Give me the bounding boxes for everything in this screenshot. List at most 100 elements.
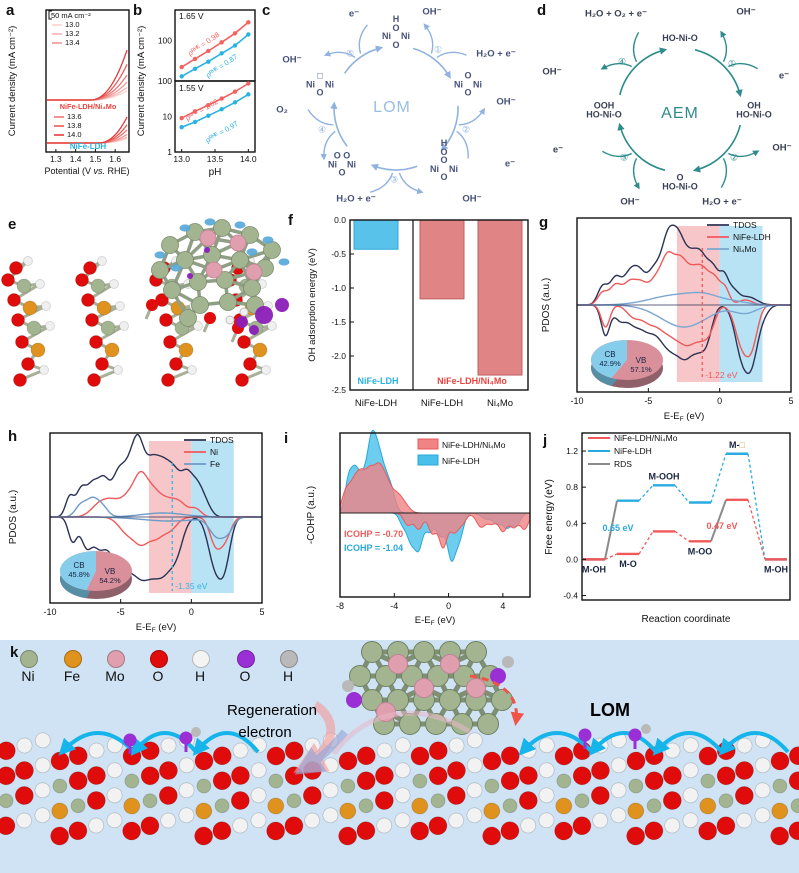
atom-o (500, 746, 520, 766)
connector (710, 453, 727, 503)
cycle-species: O O Ni Ni O (327, 150, 357, 178)
y-tick-label: 100 (158, 76, 172, 86)
atom-h (106, 787, 123, 804)
panel-b-label: b (133, 2, 143, 19)
panel-d-aem-cycle: AEM HO-Ni-O OH HO-Ni-O O HO-Ni-O OOH HO-Ni-… (530, 2, 799, 208)
atom-o (89, 335, 103, 349)
legend-atom-label: H (194, 668, 206, 684)
cycle-io-species: OH⁻ (422, 6, 442, 18)
atom-ni (241, 226, 259, 244)
atom-mo (440, 654, 460, 674)
atom-o (87, 373, 101, 387)
atom-o (500, 821, 520, 841)
aem-label: AEM (661, 105, 699, 122)
data-point (232, 31, 238, 36)
cycle-arc (694, 49, 743, 98)
cohp-area (339, 462, 530, 514)
atom-o (698, 821, 718, 841)
charge-blob-blue (278, 258, 290, 266)
atom-o (356, 821, 376, 841)
atom-o (284, 741, 304, 761)
atom-o (626, 751, 646, 771)
atom-ni (100, 320, 116, 336)
atom-o (50, 751, 70, 771)
atom-o (204, 312, 216, 324)
atom-o (572, 766, 592, 786)
y-axis-label: PDOS (a.u.) (541, 278, 552, 332)
atom-o (0, 741, 16, 761)
atom-o (140, 816, 160, 836)
state-label: M-O (619, 559, 637, 569)
charge-blob-blue (170, 264, 182, 272)
atom-o (554, 821, 574, 841)
atom-h (160, 812, 177, 829)
atom-ni (556, 773, 572, 789)
ldh-slab-block (122, 732, 195, 841)
legend-atom-h-icon (280, 650, 298, 668)
atom-o (788, 746, 799, 766)
atom-o (716, 766, 736, 786)
atom-mo (199, 229, 217, 247)
x-axis-label: E-EF (eV) (136, 622, 177, 634)
cycle-in-arrow (720, 157, 728, 189)
atom-h (592, 812, 609, 829)
legend-atom-h-icon (192, 650, 210, 668)
atom-h (466, 732, 483, 749)
band-center-label: -1.22 eV (705, 370, 737, 380)
fit-line (181, 33, 249, 78)
atom-fe (195, 802, 213, 820)
atom-h (682, 762, 699, 779)
legend-label: NiFe-LDH (614, 446, 652, 456)
y-tick-label: -0.5 (331, 249, 346, 259)
axes-box (339, 432, 531, 598)
atom-o (375, 766, 394, 785)
atom-h (610, 757, 627, 774)
atom-ni (491, 689, 513, 711)
state-label: M-OH (582, 564, 606, 574)
x-category-label: Ni₄Mo (487, 398, 513, 409)
atom-h (520, 817, 537, 834)
atom-fe (22, 300, 38, 316)
data-point (192, 56, 198, 62)
data-point (219, 107, 224, 112)
legend-label: Fe (210, 459, 220, 469)
x-tick-label: 1.5 (89, 154, 101, 164)
atom-o (338, 826, 358, 846)
atom-h (538, 812, 555, 829)
cycle-out-arrow (423, 23, 434, 54)
legend-label: TDOS (210, 435, 234, 445)
atom-mo (388, 654, 408, 674)
atom-h (193, 321, 203, 331)
cycle-io-species: H₂O + O₂ + e⁻ (584, 8, 648, 20)
x-tick-label: 13.5 (207, 154, 224, 164)
cycle-species: OOH HO-Ni-O (586, 100, 622, 119)
atom-ni (502, 798, 518, 814)
atom-fe (339, 802, 357, 820)
panel-c-label: c (262, 2, 271, 19)
cycle-step-number: ⑤ (345, 48, 355, 59)
atom-ni (268, 773, 284, 789)
ldh-slab-block (770, 746, 799, 846)
atom-h (682, 787, 699, 804)
atom-h (261, 365, 271, 375)
atom-h (34, 807, 51, 824)
panel-e-structure (1, 218, 290, 387)
atom-ni (179, 309, 197, 327)
atom-fe (699, 797, 717, 815)
atom-o (194, 751, 214, 771)
atom-o (9, 261, 23, 275)
x-category-label: NiFe-LDH (355, 398, 397, 409)
atom-o (11, 313, 25, 327)
atom-fe (411, 797, 429, 815)
legend-ph: 13.2 (65, 29, 80, 38)
atom-o (716, 816, 736, 836)
atom-h (178, 807, 195, 824)
atom-ni (413, 641, 435, 663)
cycle-step-number: ④ (317, 124, 327, 135)
panel-j-label: j (543, 432, 548, 449)
cycle-step-number: ② (461, 124, 471, 135)
atom-ni (52, 778, 68, 794)
atom-ni (646, 798, 662, 814)
cycle-io-species: OH⁻ (772, 142, 792, 154)
